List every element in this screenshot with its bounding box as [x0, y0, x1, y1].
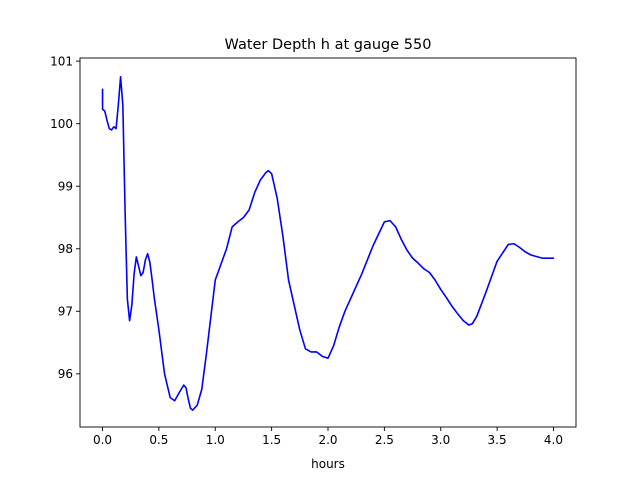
- x-tick-label: 3.0: [431, 433, 450, 447]
- x-tick-label: 1.5: [262, 433, 281, 447]
- x-tick-label: 2.0: [318, 433, 337, 447]
- x-axis-title: hours: [311, 457, 345, 471]
- plot-background: [80, 58, 576, 427]
- y-axis: 96 97 98 99 100 101: [50, 54, 80, 381]
- x-tick-label: 0.0: [93, 433, 112, 447]
- x-tick-label: 0.5: [149, 433, 168, 447]
- x-axis: 0.0 0.5 1.0 1.5 2.0 2.5 3.0 3.5 4.0: [93, 427, 563, 447]
- y-tick-label: 99: [58, 179, 73, 193]
- y-tick-label: 98: [58, 242, 73, 256]
- y-tick-label: 96: [58, 367, 73, 381]
- x-tick-label: 2.5: [375, 433, 394, 447]
- x-tick-label: 3.5: [488, 433, 507, 447]
- x-tick-label: 1.0: [206, 433, 225, 447]
- chart-title: Water Depth h at gauge 550: [225, 37, 432, 53]
- y-tick-label: 100: [50, 117, 73, 131]
- series-line-0: [101, 75, 555, 411]
- plot-area: [79, 57, 577, 428]
- x-tick-label: 4.0: [544, 433, 563, 447]
- y-tick-label: 97: [58, 304, 73, 318]
- series-layer: [101, 75, 555, 411]
- y-tick-label: 101: [50, 54, 73, 68]
